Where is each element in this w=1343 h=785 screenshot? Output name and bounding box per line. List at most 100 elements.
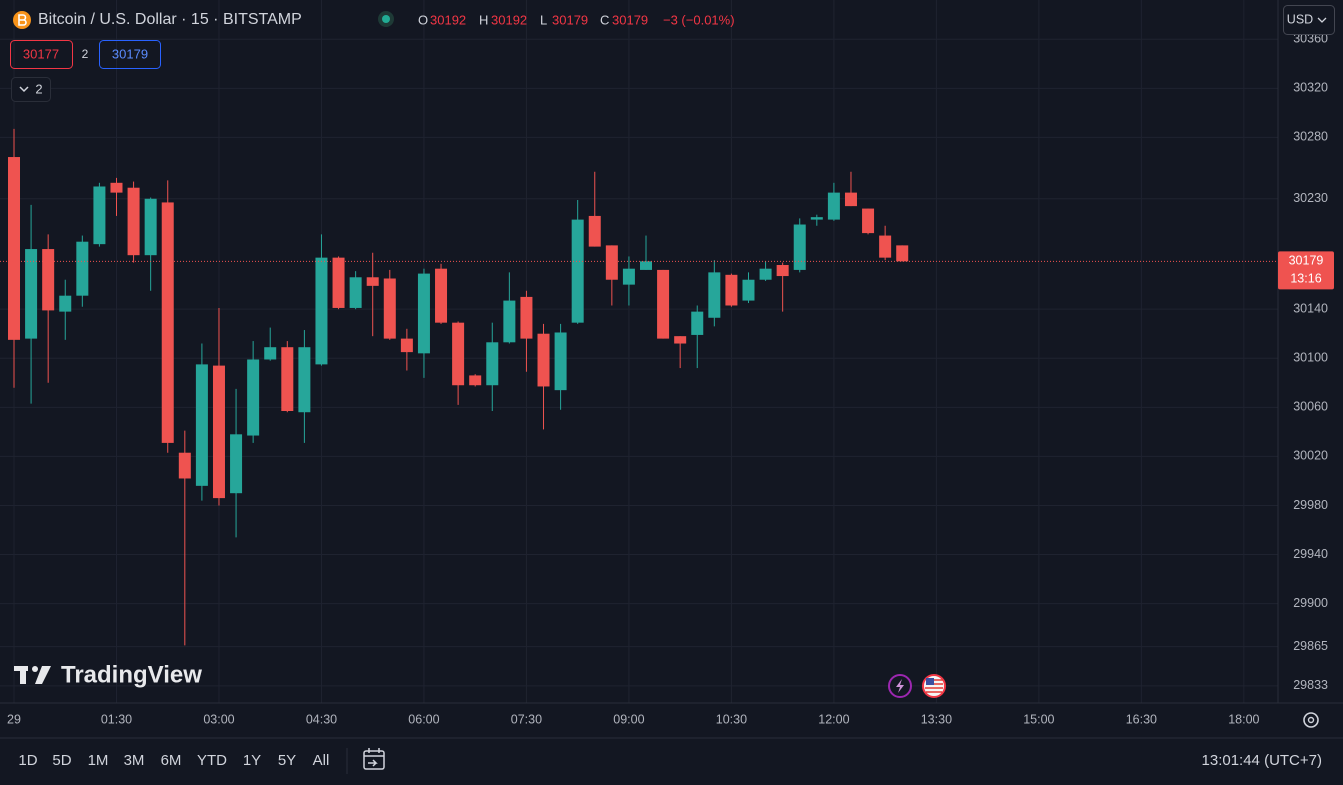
candle-body	[110, 182, 123, 193]
coin-glyph	[18, 14, 27, 26]
timeframe-button[interactable]: 6M	[161, 752, 182, 769]
candle-body	[417, 273, 430, 354]
candle-body	[725, 274, 738, 306]
candle-body	[212, 365, 225, 499]
x-tick-label: 06:00	[408, 712, 439, 726]
candle-body	[708, 272, 721, 318]
y-tick-label: 30360	[1293, 32, 1328, 46]
y-tick-label: 29865	[1293, 639, 1328, 653]
candle-body	[862, 208, 875, 234]
timeframe-button[interactable]: YTD	[197, 752, 227, 769]
candle-body	[144, 198, 157, 256]
candle-body	[793, 224, 806, 270]
symbol-title[interactable]: Bitcoin / U.S. Dollar · 15 · BITSTAMP	[38, 11, 302, 28]
buy-button[interactable]	[99, 40, 161, 69]
candle-body	[486, 342, 499, 386]
indicators-toggle[interactable]	[11, 77, 51, 102]
y-tick-label: 29980	[1293, 498, 1328, 512]
last-price: 30179	[1289, 254, 1324, 268]
timeframe-button[interactable]: 1Y	[243, 752, 261, 769]
logo-mark	[14, 666, 51, 684]
candle-body	[674, 336, 687, 344]
candle-body	[503, 300, 516, 343]
x-tick-label: 12:00	[818, 712, 849, 726]
candle-body	[8, 157, 21, 340]
candle-body	[844, 192, 857, 207]
chevron	[19, 86, 29, 93]
ohlc-value: 30192	[491, 12, 527, 27]
x-tick-label: 15:00	[1023, 712, 1054, 726]
status-dot	[382, 15, 390, 23]
candle-body	[178, 452, 191, 479]
currency-button[interactable]	[1283, 5, 1335, 35]
settings[interactable]	[1303, 712, 1319, 728]
candle-body	[605, 245, 618, 280]
lightning	[896, 679, 904, 693]
timeframe-button[interactable]: 1M	[88, 752, 109, 769]
candle-body	[452, 322, 465, 386]
ohlc-legend: O 30192 H 30192 L 30179 C 30179	[418, 12, 648, 27]
candles	[0, 128, 1278, 646]
timeframe-button[interactable]: All	[313, 752, 330, 769]
x-tick-label: 13:30	[921, 712, 952, 726]
candle-body	[691, 311, 704, 335]
y-tick-label: 30320	[1293, 81, 1328, 95]
logo-text: TradingView	[61, 661, 202, 688]
candle-body	[195, 364, 208, 486]
timeframe-button[interactable]: 1D	[18, 752, 37, 769]
y-tick-label: 30020	[1293, 449, 1328, 463]
buy-price[interactable]: 30179	[112, 46, 148, 61]
candle-body	[776, 265, 789, 277]
y-tick-label: 30140	[1293, 301, 1328, 315]
candle-body	[640, 261, 653, 270]
x-tick-label: 18:00	[1228, 712, 1259, 726]
candle-body	[657, 269, 670, 339]
candle-body	[827, 192, 840, 220]
candle-body	[810, 217, 823, 220]
candle-body	[161, 202, 174, 443]
x-tick-label: 16:30	[1126, 712, 1157, 726]
chevron	[1317, 17, 1327, 23]
x-tick-label: 29	[7, 712, 21, 726]
candle-body	[537, 333, 550, 387]
ohlc-value: 30179	[612, 12, 648, 27]
timeframe-button[interactable]: 3M	[124, 752, 145, 769]
timeframe-button[interactable]: 5Y	[278, 752, 296, 769]
x-tick-label: 04:30	[306, 712, 337, 726]
candle-body	[264, 347, 277, 360]
sell-price[interactable]: 30177	[23, 46, 59, 61]
candle-body	[622, 268, 635, 285]
ohlc-label: H	[479, 12, 488, 27]
candle-body	[879, 235, 892, 258]
candle-body	[896, 245, 909, 262]
date-range-icon[interactable]	[363, 748, 385, 770]
y-tick-label: 30230	[1293, 191, 1328, 205]
candle-body	[42, 249, 55, 311]
timeframe-button[interactable]: 5D	[52, 752, 71, 769]
change: −3 (−0.01%)	[663, 12, 735, 27]
x-tick-label: 10:30	[716, 712, 747, 726]
y-tick-label: 29900	[1293, 596, 1328, 610]
y-tick-label: 30280	[1293, 130, 1328, 144]
candle-body	[435, 268, 448, 323]
ohlc-label: O	[418, 12, 428, 27]
currency[interactable]: USD	[1287, 12, 1313, 26]
indicators-count[interactable]: 2	[35, 81, 42, 96]
candle-body	[571, 219, 584, 323]
candle-body	[349, 277, 362, 308]
candle-body	[554, 332, 567, 391]
candle-body	[520, 296, 533, 339]
countdown: 13:16	[1290, 272, 1321, 286]
y-tick-label: 30100	[1293, 351, 1328, 365]
last-price-badge	[1278, 251, 1334, 290]
x-tick-label: 09:00	[613, 712, 644, 726]
y-tick-label: 29833	[1293, 678, 1328, 692]
candle-body	[230, 434, 243, 494]
candle-body	[400, 338, 413, 353]
sell-button[interactable]	[10, 40, 73, 69]
x-tick-label: 03:00	[203, 712, 234, 726]
candle-body	[469, 375, 482, 386]
flag-stripes	[925, 679, 943, 693]
flag-canton	[926, 678, 934, 685]
